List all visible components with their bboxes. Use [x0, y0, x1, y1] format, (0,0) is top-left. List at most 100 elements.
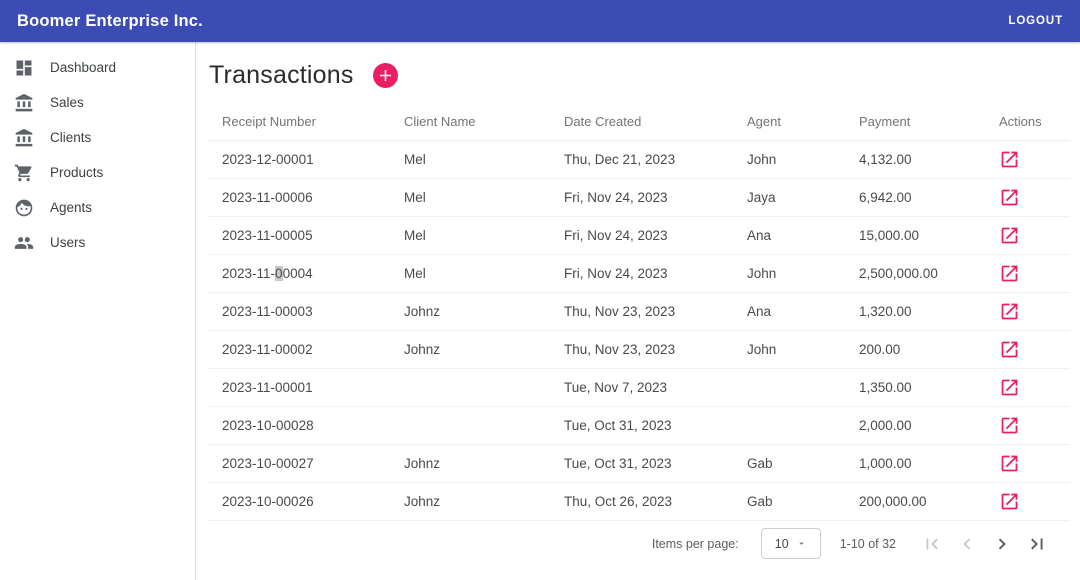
client-cell: Johnz	[390, 444, 550, 483]
receipt-cell: 2023-11-00003	[208, 292, 390, 331]
client-cell: Mel	[390, 140, 550, 179]
table-row: 2023-11-00003 Johnz Thu, Nov 23, 2023 Ana 1,…	[208, 292, 1070, 331]
agent-cell: John	[733, 254, 845, 293]
open-transaction-button[interactable]	[999, 263, 1020, 284]
open-transaction-button[interactable]	[999, 339, 1020, 360]
actions-cell	[985, 482, 1070, 521]
table-row: 2023-11-00006 Mel Fri, Nov 24, 2023 Jaya 6,9…	[208, 178, 1070, 217]
payment-cell: 6,942.00	[845, 178, 985, 217]
next-page-button[interactable]	[984, 526, 1019, 561]
receipt-cell: 2023-11-00006	[208, 178, 390, 217]
items-per-page-select[interactable]: 10	[760, 528, 821, 559]
sidebar-item-label: Dashboard	[50, 60, 117, 75]
main-content: Transactions Receipt Number Client Name Da…	[196, 42, 1080, 580]
table-row: 2023-12-00001 Mel Thu, Dec 21, 2023 John 4,1…	[208, 140, 1070, 179]
sidebar-item-dashboard[interactable]: Dashboard	[0, 50, 195, 85]
cart-icon	[14, 163, 34, 183]
text-selection-highlight: 0	[275, 265, 283, 281]
receipt-cell: 2023-11-00004	[208, 254, 390, 293]
sidebar-item-agents[interactable]: Agents	[0, 190, 195, 225]
column-header-actions: Actions	[985, 104, 1070, 141]
date-cell: Tue, Oct 31, 2023	[550, 444, 733, 483]
column-header-date-created: Date Created	[550, 104, 733, 141]
paginator: Items per page: 10 1-10 of 32	[208, 521, 1070, 567]
open-transaction-button[interactable]	[999, 377, 1020, 398]
pager-nav	[914, 526, 1054, 561]
table-row: 2023-10-00028 Tue, Oct 31, 2023 2,000.00	[208, 406, 1070, 445]
caret-down-icon	[796, 538, 807, 549]
top-app-bar: Boomer Enterprise Inc. LOGOUT	[0, 0, 1080, 42]
chevron-right-icon	[991, 533, 1013, 555]
sidebar-item-label: Agents	[50, 200, 93, 215]
agent-cell: Jaya	[733, 178, 845, 217]
client-cell	[390, 406, 550, 445]
receipt-cell: 2023-11-00002	[208, 330, 390, 369]
actions-cell	[985, 444, 1070, 483]
payment-cell: 1,350.00	[845, 368, 985, 407]
open-in-new-icon	[999, 491, 1020, 512]
table-row: 2023-11-00004 Mel Fri, Nov 24, 2023 John 2,5…	[208, 254, 1070, 293]
receipt-cell: 2023-10-00027	[208, 444, 390, 483]
open-in-new-icon	[999, 187, 1020, 208]
receipt-cell: 2023-11-00001	[208, 368, 390, 407]
actions-cell	[985, 254, 1070, 293]
transactions-table: Receipt Number Client Name Date Created Age…	[208, 104, 1070, 521]
table-row: 2023-10-00027 Johnz Tue, Oct 31, 2023 Gab 1,…	[208, 444, 1070, 483]
open-in-new-icon	[999, 339, 1020, 360]
receipt-cell: 2023-10-00026	[208, 482, 390, 521]
last-page-button[interactable]	[1019, 526, 1054, 561]
sidebar-item-label: Users	[50, 235, 86, 250]
open-transaction-button[interactable]	[999, 225, 1020, 246]
actions-cell	[985, 292, 1070, 331]
date-cell: Fri, Nov 24, 2023	[550, 254, 733, 293]
date-cell: Thu, Nov 23, 2023	[550, 292, 733, 331]
sidebar-item-label: Clients	[50, 130, 92, 145]
column-header-agent: Agent	[733, 104, 845, 141]
date-cell: Fri, Nov 24, 2023	[550, 216, 733, 255]
prev-page-button[interactable]	[949, 526, 984, 561]
actions-cell	[985, 330, 1070, 369]
logout-button[interactable]: LOGOUT	[1008, 15, 1063, 27]
column-header-client-name: Client Name	[390, 104, 550, 141]
open-in-new-icon	[999, 453, 1020, 474]
receipt-cell: 2023-10-00028	[208, 406, 390, 445]
add-transaction-button[interactable]	[372, 62, 398, 88]
actions-cell	[985, 216, 1070, 255]
client-cell: Johnz	[390, 330, 550, 369]
open-in-new-icon	[999, 149, 1020, 170]
actions-cell	[985, 178, 1070, 217]
sidebar-item-clients[interactable]: Clients	[0, 120, 195, 155]
date-cell: Tue, Nov 7, 2023	[550, 368, 733, 407]
column-header-receipt-number: Receipt Number	[208, 104, 390, 141]
open-transaction-button[interactable]	[999, 149, 1020, 170]
payment-cell: 1,320.00	[845, 292, 985, 331]
page-range-label: 1-10 of 32	[839, 536, 896, 551]
open-in-new-icon	[999, 301, 1020, 322]
agent-cell: Gab	[733, 482, 845, 521]
items-per-page-label: Items per page:	[651, 536, 739, 551]
payment-cell: 4,132.00	[845, 140, 985, 179]
sidebar-item-users[interactable]: Users	[0, 225, 195, 260]
open-transaction-button[interactable]	[999, 301, 1020, 322]
open-transaction-button[interactable]	[999, 453, 1020, 474]
table-row: 2023-11-00002 Johnz Thu, Nov 23, 2023 John 2…	[208, 330, 1070, 369]
first-page-icon	[921, 533, 943, 555]
sidebar-item-products[interactable]: Products	[0, 155, 195, 190]
sidebar-item-sales[interactable]: Sales	[0, 85, 195, 120]
open-transaction-button[interactable]	[999, 415, 1020, 436]
page-header: Transactions	[208, 55, 1070, 95]
last-page-icon	[1026, 533, 1048, 555]
payment-cell: 1,000.00	[845, 444, 985, 483]
column-header-payment: Payment	[845, 104, 985, 141]
date-cell: Thu, Nov 23, 2023	[550, 330, 733, 369]
payment-cell: 2,500,000.00	[845, 254, 985, 293]
sidebar-item-label: Sales	[50, 95, 84, 110]
app-title: Boomer Enterprise Inc.	[17, 11, 203, 30]
payment-cell: 200,000.00	[845, 482, 985, 521]
first-page-button[interactable]	[914, 526, 949, 561]
open-transaction-button[interactable]	[999, 491, 1020, 512]
client-cell: Mel	[390, 178, 550, 217]
client-cell: Mel	[390, 254, 550, 293]
open-in-new-icon	[999, 377, 1020, 398]
open-transaction-button[interactable]	[999, 187, 1020, 208]
